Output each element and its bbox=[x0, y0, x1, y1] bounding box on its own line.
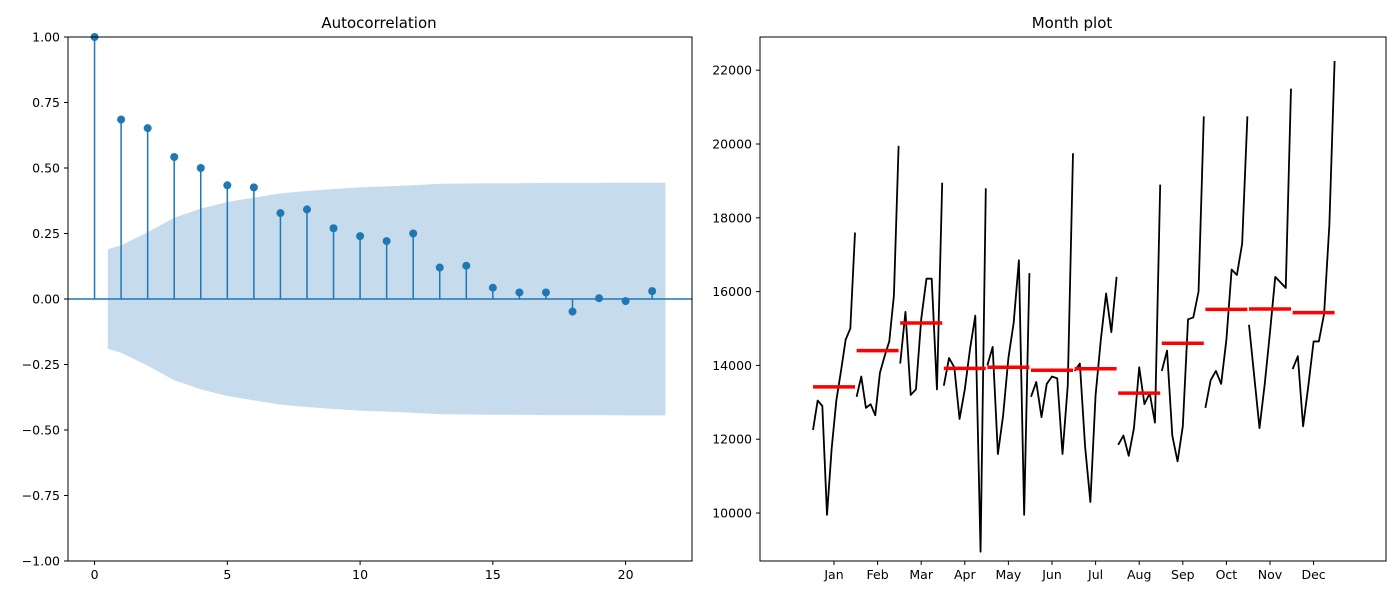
month-line-sep bbox=[1160, 116, 1205, 463]
x-tick-label: Apr bbox=[954, 567, 976, 582]
y-tick-label: −0.75 bbox=[22, 488, 60, 503]
acf-point bbox=[621, 297, 630, 306]
month-lines bbox=[812, 60, 1336, 553]
acf-point bbox=[568, 307, 577, 316]
acf-point bbox=[541, 288, 550, 297]
x-tick-label: May bbox=[995, 567, 1021, 582]
y-tick-label: 12000 bbox=[712, 432, 752, 447]
acf-axes: 0 5 10 15 20 −1.00 −0.75 −0.50 −0.25 0.00 0.25 0.50… bbox=[22, 30, 693, 582]
month-plot-chart: Month plot Jan Feb Mar Apr May Jun Jul Aug Sep Oc… bbox=[712, 14, 1387, 582]
x-tick-label: Nov bbox=[1258, 567, 1283, 582]
acf-point bbox=[276, 209, 285, 218]
acf-point bbox=[409, 229, 418, 238]
month-line-jun bbox=[1030, 153, 1074, 455]
y-tick-label: 0.00 bbox=[32, 292, 60, 307]
y-tick-label: 1.00 bbox=[32, 30, 60, 45]
y-tick-label: −0.50 bbox=[22, 423, 60, 438]
acf-stems bbox=[68, 33, 692, 316]
y-tick-label: 0.75 bbox=[32, 95, 60, 110]
acf-point bbox=[382, 237, 391, 246]
x-tick-label: Dec bbox=[1301, 567, 1325, 582]
acf-point bbox=[170, 152, 179, 161]
month-line-feb bbox=[855, 145, 900, 417]
x-tick-label: 10 bbox=[352, 567, 368, 582]
month-means bbox=[813, 307, 1335, 395]
y-tick-label: 16000 bbox=[712, 284, 752, 299]
y-tick-label: 10000 bbox=[712, 506, 752, 521]
month-plot-frame bbox=[759, 36, 1387, 562]
x-tick-label: 5 bbox=[223, 567, 231, 582]
acf-point bbox=[196, 164, 205, 172]
month-plot-title: Month plot bbox=[1032, 14, 1113, 32]
month-line-nov bbox=[1248, 88, 1292, 430]
y-tick-label: −0.25 bbox=[22, 357, 60, 372]
y-tick-label: 14000 bbox=[712, 358, 752, 373]
x-tick-label: 20 bbox=[618, 567, 634, 582]
month-line-mar bbox=[899, 182, 944, 396]
y-tick-label: 22000 bbox=[712, 63, 752, 78]
acf-point bbox=[462, 261, 471, 270]
acf-point bbox=[356, 232, 365, 241]
x-tick-label: Sep bbox=[1171, 567, 1195, 582]
x-tick-label: Mar bbox=[909, 567, 933, 582]
month-axes: Jan Feb Mar Apr May Jun Jul Aug Sep Oct Nov Dec 1000… bbox=[712, 36, 1387, 582]
acf-point bbox=[143, 124, 152, 133]
month-line-jul bbox=[1073, 276, 1118, 503]
x-tick-label: Aug bbox=[1127, 567, 1151, 582]
month-line-apr bbox=[942, 188, 987, 553]
y-tick-label: 0.25 bbox=[32, 226, 60, 241]
y-tick-label: −1.00 bbox=[22, 554, 60, 569]
month-line-aug bbox=[1117, 184, 1162, 457]
x-tick-label: Oct bbox=[1216, 567, 1238, 582]
acf-point bbox=[648, 287, 657, 296]
acf-point bbox=[595, 294, 604, 303]
x-tick-label: Jun bbox=[1041, 567, 1062, 582]
month-line-oct bbox=[1204, 116, 1249, 409]
acf-point bbox=[302, 205, 311, 214]
y-tick-label: 20000 bbox=[712, 137, 752, 152]
x-tick-label: Jan bbox=[823, 567, 843, 582]
x-tick-label: 0 bbox=[91, 567, 99, 582]
x-tick-label: Jul bbox=[1087, 567, 1103, 582]
acf-point bbox=[117, 115, 126, 124]
month-line-may bbox=[986, 259, 1031, 516]
y-tick-label: 0.50 bbox=[32, 161, 60, 176]
acf-point bbox=[515, 288, 524, 297]
acf-point bbox=[488, 283, 497, 292]
month-line-dec bbox=[1291, 60, 1336, 428]
acf-point bbox=[435, 263, 444, 272]
x-tick-label: Feb bbox=[867, 567, 889, 582]
x-tick-label: 15 bbox=[485, 567, 501, 582]
acf-point bbox=[249, 183, 258, 192]
acf-chart: Autocorrelation 0 5 10 15 20 −1.00 −0.75 −0.50 −… bbox=[22, 14, 693, 582]
acf-title: Autocorrelation bbox=[321, 14, 436, 32]
month-line-jan bbox=[812, 232, 856, 516]
acf-point bbox=[329, 224, 338, 233]
acf-point bbox=[223, 181, 232, 190]
y-tick-label: 18000 bbox=[712, 210, 752, 225]
